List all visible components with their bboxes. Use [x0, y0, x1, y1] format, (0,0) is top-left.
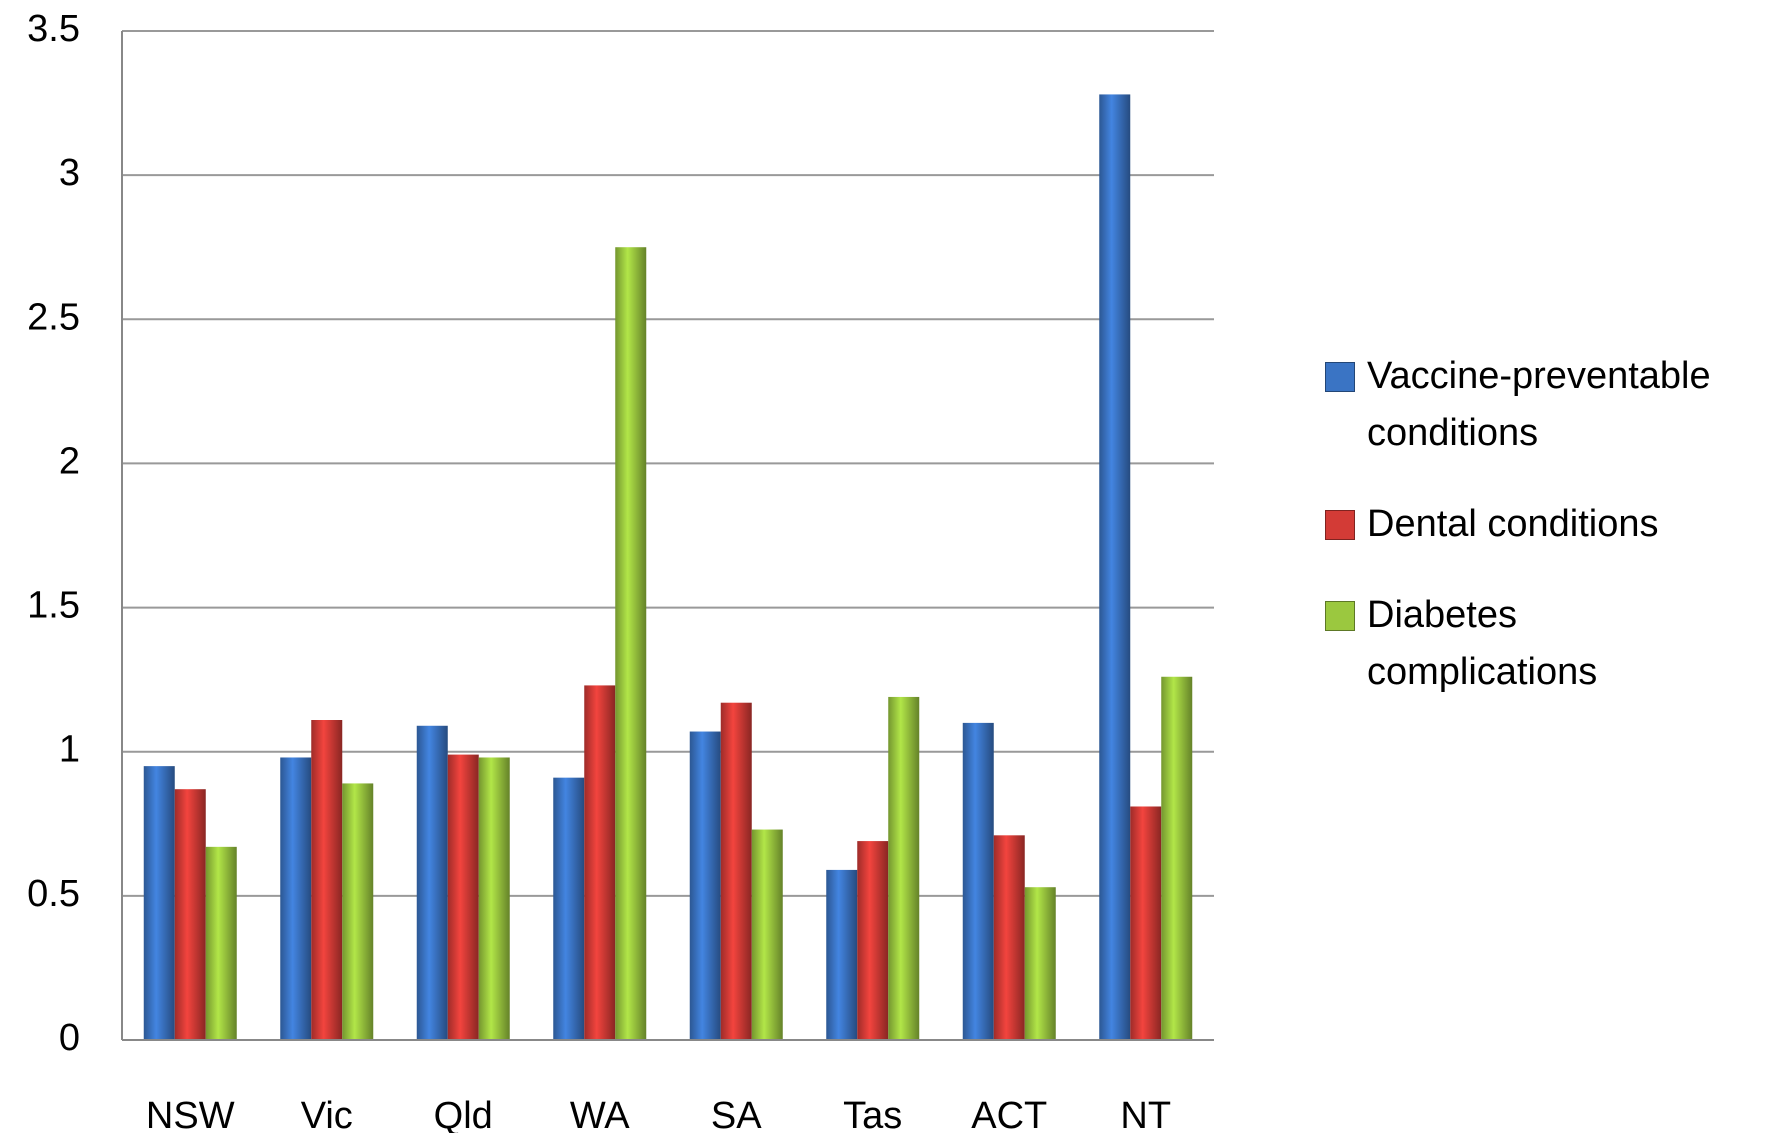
bar [478, 757, 510, 1040]
y-tick-label: 2.5 [27, 296, 80, 338]
legend: Vaccine-preventable conditions Dental con… [1325, 352, 1765, 739]
bar [857, 841, 889, 1040]
y-tick-label: 3.5 [27, 8, 80, 50]
legend-label: Dental conditions [1367, 503, 1659, 545]
bar [311, 720, 343, 1040]
bar [1161, 676, 1193, 1040]
y-tick-label: 0 [59, 1017, 80, 1059]
x-tick-label: WA [570, 1095, 630, 1133]
bar [342, 783, 374, 1040]
legend-swatch [1325, 601, 1355, 631]
legend-swatch [1325, 510, 1355, 540]
x-tick-label: Vic [301, 1095, 353, 1133]
legend-label: Vaccine-preventable conditions [1367, 355, 1711, 454]
bar [143, 766, 175, 1040]
bar [751, 829, 783, 1040]
x-tick-label: NT [1120, 1095, 1171, 1133]
legend-item: Diabetes complications [1325, 591, 1765, 701]
bar [689, 731, 721, 1040]
x-tick-label: ACT [971, 1095, 1047, 1133]
x-tick-label: Qld [434, 1095, 493, 1133]
legend-item: Vaccine-preventable conditions [1325, 352, 1765, 462]
x-tick-label: SA [711, 1095, 762, 1133]
bar [584, 685, 616, 1040]
x-tick-label: NSW [146, 1095, 235, 1133]
bar [615, 247, 647, 1040]
bar [553, 777, 585, 1040]
bar [205, 846, 237, 1040]
y-tick-label: 3 [59, 152, 80, 194]
bar [888, 696, 920, 1040]
bar [962, 722, 994, 1040]
bar [1099, 94, 1131, 1041]
bar [1130, 806, 1162, 1040]
bar [174, 789, 206, 1040]
bar [280, 757, 312, 1040]
y-tick-label: 1.5 [27, 585, 80, 627]
bar [993, 835, 1025, 1040]
x-tick-label: Tas [843, 1095, 902, 1133]
bar [416, 725, 448, 1040]
y-tick-label: 1 [59, 729, 80, 771]
legend-item: Dental conditions [1325, 500, 1765, 553]
y-tick-label: 2 [59, 440, 80, 482]
y-tick-label: 0.5 [27, 873, 80, 915]
bar [826, 869, 858, 1040]
legend-swatch [1325, 362, 1355, 392]
bar [720, 702, 752, 1040]
legend-label: Diabetes complications [1367, 594, 1598, 693]
bar [1024, 887, 1056, 1040]
bar [447, 754, 479, 1040]
